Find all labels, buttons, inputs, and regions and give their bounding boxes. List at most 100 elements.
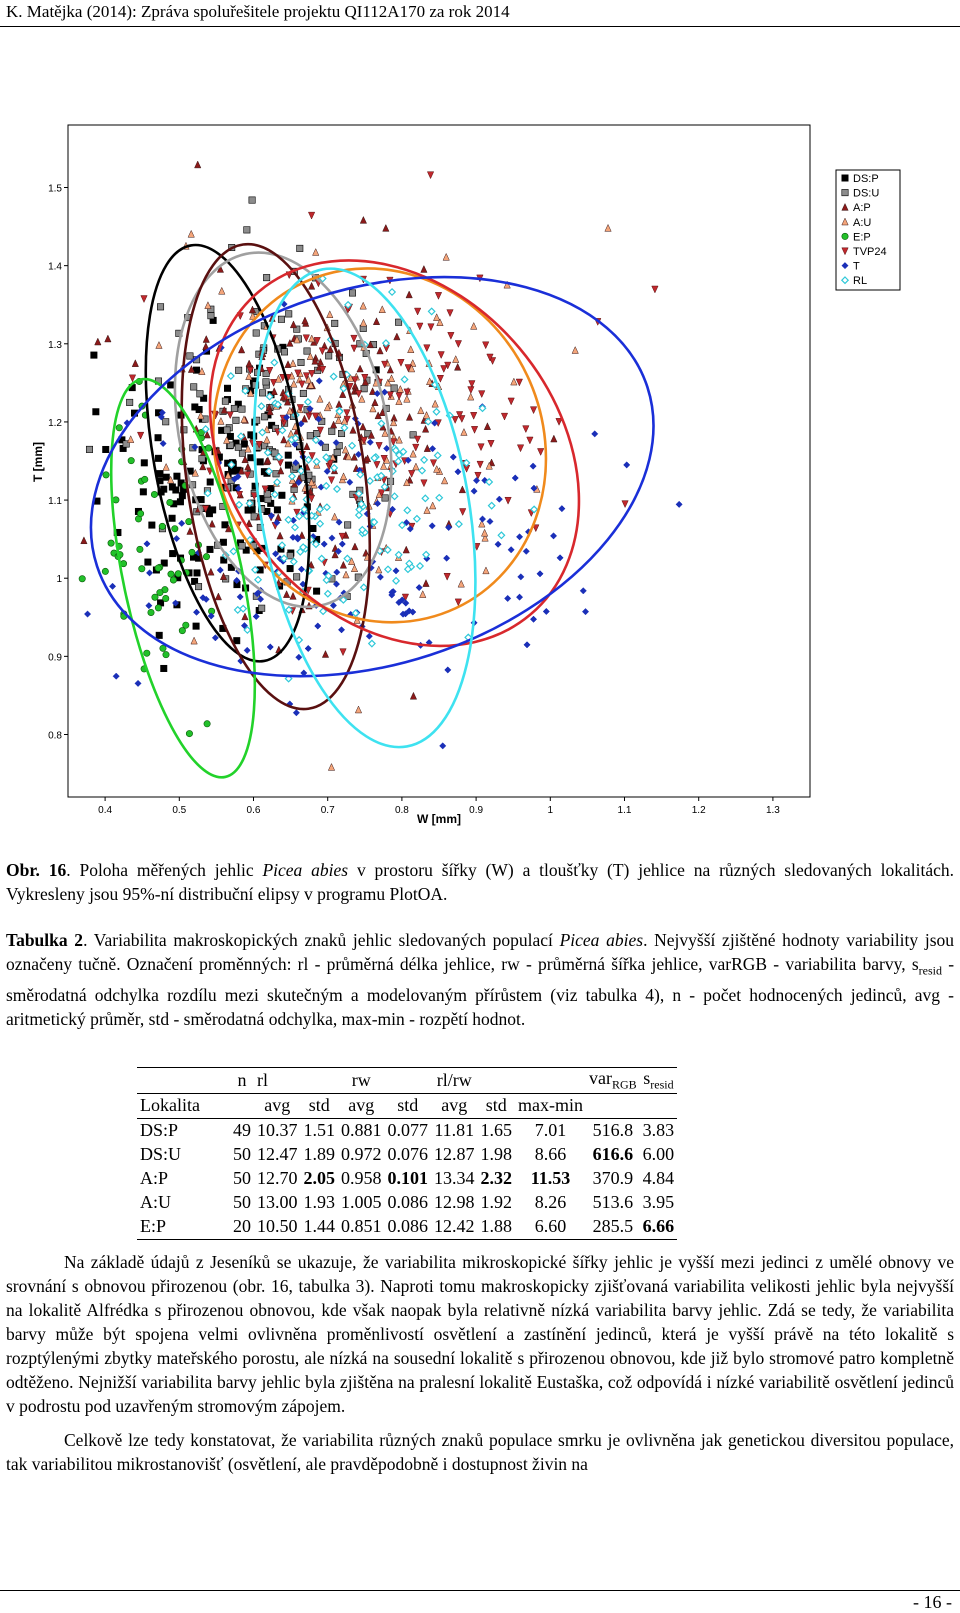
data-point	[92, 408, 100, 416]
data-point	[198, 367, 206, 375]
page-header: K. Matějka (2014): Zpráva spoluřešitele …	[6, 2, 510, 21]
data-point	[462, 458, 471, 467]
table-row: E:P 20 10.50 1.44 0.851 0.086 12.42 1.88 6.60 285…	[137, 1215, 678, 1240]
data-point	[141, 475, 149, 483]
data-point	[295, 512, 304, 521]
data-point	[176, 498, 184, 506]
data-point	[355, 505, 364, 514]
data-point	[274, 452, 283, 462]
data-point	[245, 359, 253, 368]
footer-rule	[0, 1590, 960, 1591]
data-point	[436, 375, 444, 383]
data-point	[420, 479, 428, 488]
data-point	[324, 571, 333, 580]
data-point	[85, 445, 93, 453]
cell-rr-std: 1.65	[480, 1120, 512, 1141]
data-point	[478, 404, 487, 413]
data-point	[455, 411, 464, 420]
cell-rw-std: 0.086	[387, 1192, 428, 1213]
data-point	[522, 425, 530, 434]
data-point	[346, 478, 354, 486]
cell-rr-avg: 12.98	[433, 1192, 475, 1213]
data-point	[483, 422, 492, 430]
data-point	[314, 622, 322, 630]
data-point	[115, 424, 123, 432]
data-point	[526, 436, 534, 445]
y-tick-label: 1	[56, 574, 62, 585]
cell-rl-avg: 13.00	[256, 1192, 298, 1213]
data-point	[405, 607, 413, 615]
data-point	[300, 505, 309, 514]
figure-species: Picea abies	[262, 860, 349, 880]
data-point	[321, 649, 330, 658]
data-point	[441, 476, 449, 485]
data-point	[267, 485, 275, 493]
data-point	[399, 610, 407, 618]
data-point	[383, 565, 393, 574]
data-point	[244, 462, 252, 471]
data-point	[386, 365, 394, 374]
data-point	[102, 445, 110, 453]
data-point	[263, 435, 271, 444]
data-point	[621, 500, 629, 509]
data-point	[343, 409, 351, 418]
data-point	[332, 439, 340, 447]
data-point	[451, 416, 459, 424]
data-point	[302, 334, 310, 343]
legend-label: RL	[853, 275, 867, 287]
data-point	[219, 538, 227, 546]
data-point	[187, 229, 195, 238]
data-point	[126, 398, 134, 406]
data-point	[530, 505, 539, 514]
data-point	[350, 452, 358, 461]
data-point	[333, 448, 341, 456]
data-point	[243, 625, 252, 635]
data-point	[286, 565, 294, 573]
cell-rr-avg: 12.42	[433, 1216, 475, 1237]
data-point	[511, 474, 519, 482]
data-point	[308, 452, 316, 461]
data-point	[359, 422, 367, 431]
data-point	[477, 443, 485, 452]
data-point	[191, 468, 199, 477]
data-point	[443, 554, 451, 562]
data-point	[383, 545, 392, 554]
data-point	[178, 492, 186, 500]
data-point	[357, 500, 366, 509]
data-point	[315, 377, 323, 385]
cell-var: 616.6	[592, 1144, 634, 1165]
data-point	[208, 519, 216, 528]
head-avg: avg	[264, 1095, 291, 1116]
data-point	[316, 394, 324, 403]
figure-caption: Obr. 16. Poloha měřených jehlic Picea ab…	[6, 858, 954, 906]
data-point	[224, 471, 232, 479]
legend-marker	[841, 202, 849, 211]
page-number: - 16 -	[913, 1592, 952, 1612]
data-point	[265, 392, 274, 401]
data-point	[162, 651, 170, 659]
data-point	[263, 490, 271, 498]
data-point	[160, 664, 168, 672]
data-point	[185, 518, 193, 526]
data-point	[392, 567, 400, 575]
data-point	[328, 534, 336, 542]
table-row: DS:P 49 10.37 1.51 0.881 0.077 11.81 1.65 7.01 51…	[137, 1118, 677, 1143]
data-point	[196, 390, 204, 398]
cell-rr-avg: 11.81	[434, 1120, 475, 1141]
legend-marker	[841, 217, 849, 226]
data-point	[104, 334, 112, 343]
data-point	[332, 484, 342, 494]
data-point	[185, 730, 193, 738]
data-point	[296, 244, 304, 252]
data-point	[417, 406, 425, 415]
data-point	[343, 554, 352, 563]
cell-rr-mm: 8.26	[534, 1192, 567, 1213]
data-point	[529, 406, 538, 415]
data-point	[427, 323, 435, 332]
head-std: std	[397, 1095, 419, 1116]
data-point	[313, 587, 321, 595]
data-point	[221, 521, 229, 529]
data-point	[227, 460, 236, 469]
data-point	[403, 478, 411, 487]
data-point	[306, 352, 314, 360]
